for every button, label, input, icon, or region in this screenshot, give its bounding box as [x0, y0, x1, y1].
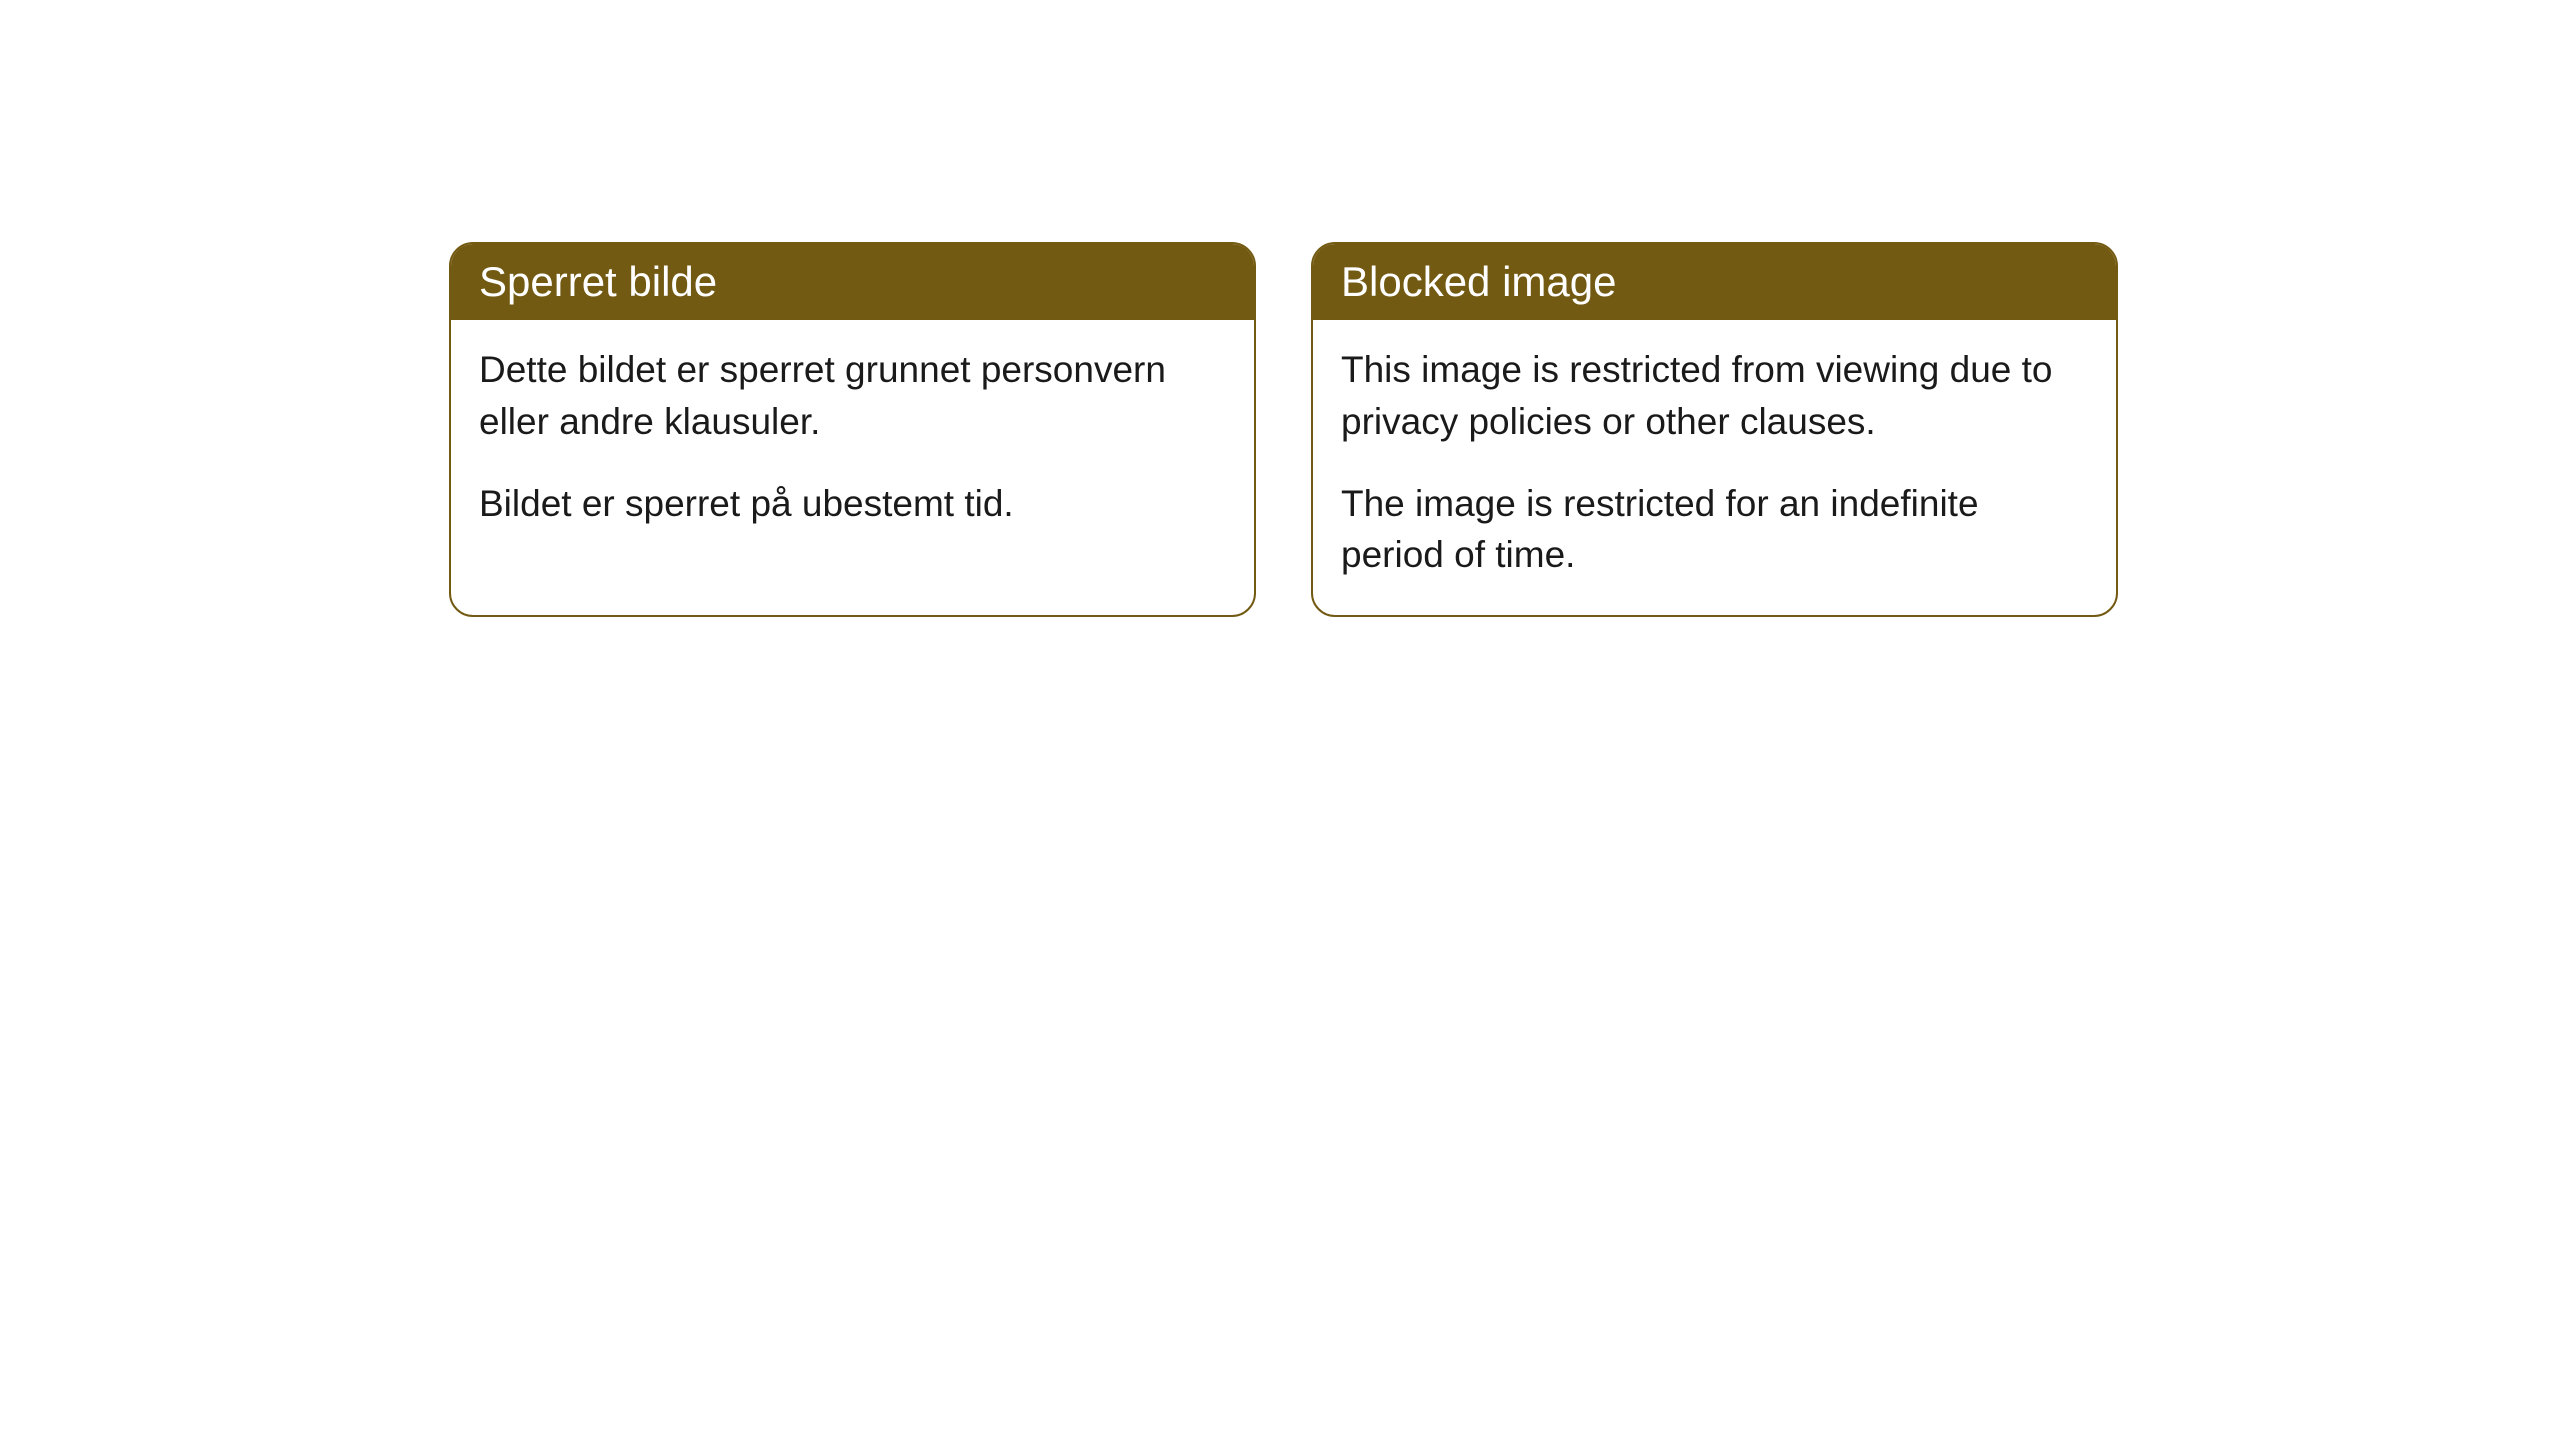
card-header-english: Blocked image: [1313, 244, 2116, 320]
card-header-norwegian: Sperret bilde: [451, 244, 1254, 320]
card-paragraph-1-norwegian: Dette bildet er sperret grunnet personve…: [479, 344, 1226, 448]
card-body-english: This image is restricted from viewing du…: [1313, 320, 2116, 615]
card-body-norwegian: Dette bildet er sperret grunnet personve…: [451, 320, 1254, 563]
blocked-image-card-norwegian: Sperret bilde Dette bildet er sperret gr…: [449, 242, 1256, 617]
card-paragraph-2-norwegian: Bildet er sperret på ubestemt tid.: [479, 478, 1226, 530]
cards-container: Sperret bilde Dette bildet er sperret gr…: [449, 242, 2118, 617]
card-paragraph-2-english: The image is restricted for an indefinit…: [1341, 478, 2088, 582]
blocked-image-card-english: Blocked image This image is restricted f…: [1311, 242, 2118, 617]
card-paragraph-1-english: This image is restricted from viewing du…: [1341, 344, 2088, 448]
